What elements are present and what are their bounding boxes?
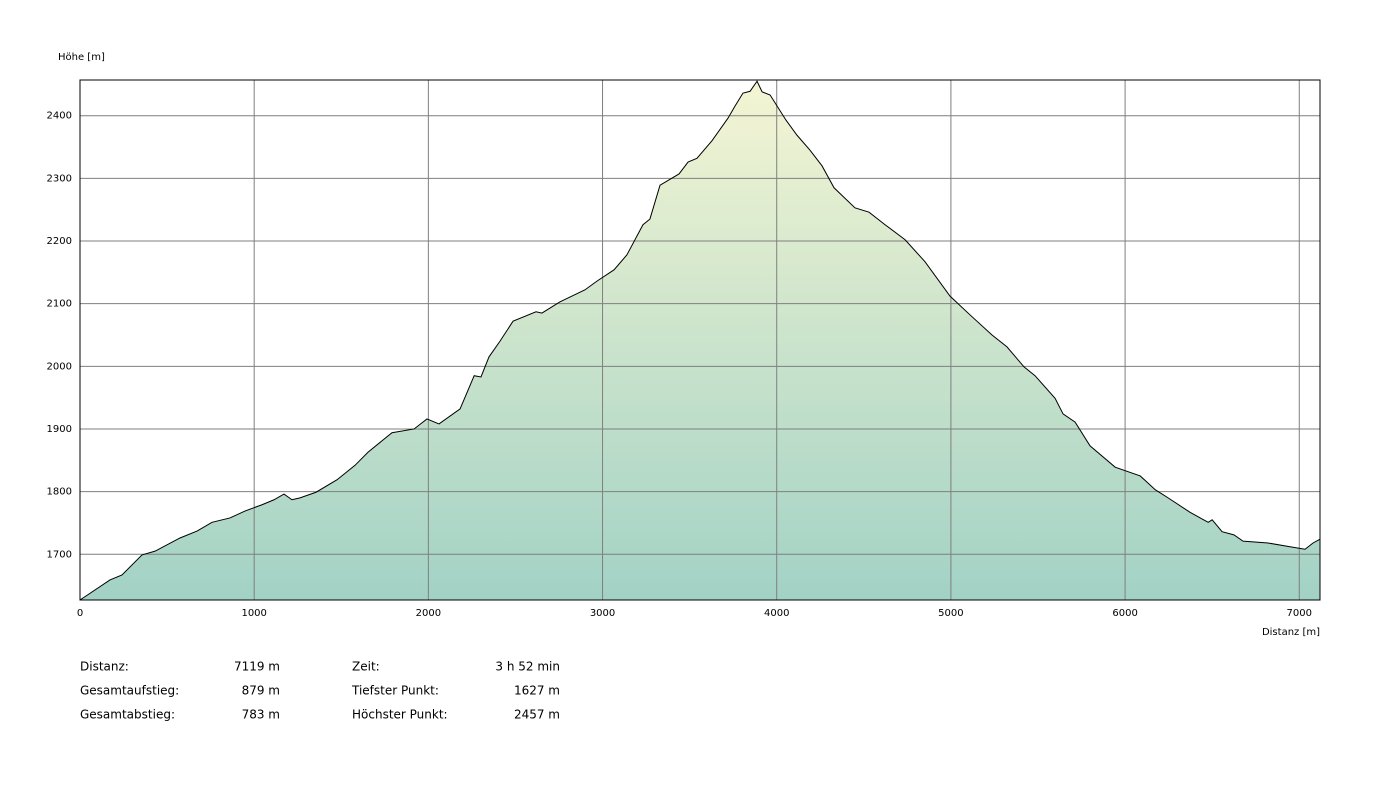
x-tick-label: 0 (77, 608, 83, 619)
stat-value: 879 m (242, 684, 280, 698)
stat-label: Tiefster Punkt: (351, 684, 439, 698)
y-tick-label: 2100 (47, 299, 72, 310)
elevation-line (79, 80, 1321, 601)
y-axis-label: Höhe [m] (58, 52, 105, 63)
stat-label: Zeit: (352, 660, 380, 674)
y-tick-label: 2300 (47, 173, 72, 184)
stat-label: Gesamtabstieg: (80, 708, 175, 722)
stat-label: Höchster Punkt: (352, 708, 448, 722)
x-tick-label: 5000 (938, 608, 963, 619)
y-tick-label: 2000 (47, 361, 72, 372)
stat-value: 3 h 52 min (495, 660, 560, 674)
y-tick-label: 1900 (47, 424, 72, 435)
x-tick-label: 2000 (416, 608, 441, 619)
area (80, 81, 1320, 600)
y-tick-label: 2400 (47, 111, 72, 122)
stat-value: 1627 m (514, 684, 560, 698)
x-axis-label: Distanz [m] (1262, 627, 1320, 638)
stat-value: 2457 m (514, 708, 560, 722)
x-tick-label: 7000 (1287, 608, 1312, 619)
x-tick-label: 4000 (764, 608, 789, 619)
stat-label: Gesamtaufstieg: (80, 684, 179, 698)
x-tick-label: 3000 (590, 608, 615, 619)
stat-value: 783 m (242, 708, 280, 722)
x-tick-label: 6000 (1112, 608, 1137, 619)
y-tick-label: 1700 (47, 549, 72, 560)
plot-frame (79, 79, 1321, 601)
y-tick-label: 1800 (47, 487, 72, 498)
x-tick-label: 1000 (241, 608, 266, 619)
stat-label: Distanz: (80, 660, 129, 674)
stat-value: 7119 m (234, 660, 280, 674)
y-tick-label: 2200 (47, 236, 72, 247)
